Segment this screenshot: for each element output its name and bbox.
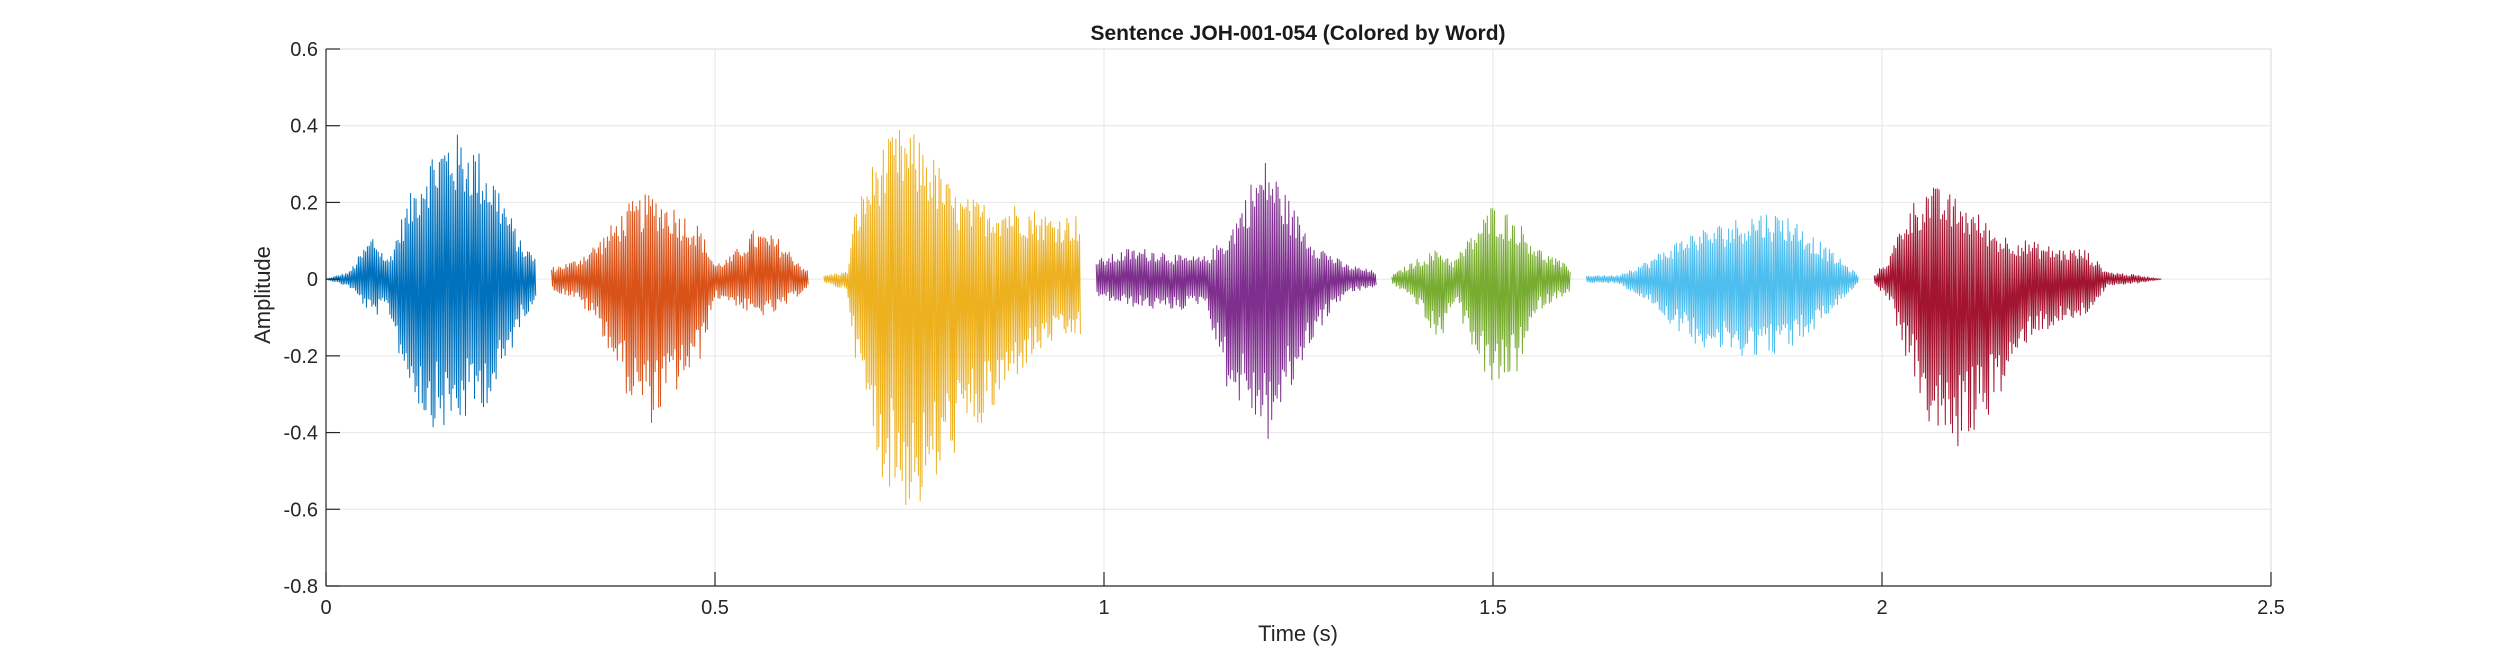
chart-title: Sentence JOH-001-054 (Colored by Word) (1090, 22, 1505, 45)
y-axis-label: Amplitude (250, 246, 275, 344)
tick-labels: 0 0.5 1 1.5 2 2.5 -0.8 -0.6 -0.4 -0.2 0 0.2 0.4 0.6 (284, 39, 2285, 619)
x-axis-label: Time (s) (1258, 621, 1338, 646)
y-tick-label: 0.2 (290, 192, 318, 214)
waveform-word-4 (1095, 162, 1377, 439)
x-tick-label: 1.5 (1479, 597, 1507, 619)
waveform-word-7 (1873, 187, 2162, 447)
axes (325, 48, 2272, 587)
waveform-series (325, 129, 2162, 506)
waveform-word-1 (325, 134, 537, 428)
x-tick-label: 0.5 (701, 597, 729, 619)
y-tick-label: -0.4 (284, 423, 318, 445)
x-tick-label: 2 (1876, 597, 1887, 619)
x-tick-label: 1 (1098, 597, 1109, 619)
waveform-word-2 (551, 194, 809, 423)
y-tick-label: -0.8 (284, 576, 318, 598)
waveform-word-3 (823, 129, 1081, 506)
y-tick-label: -0.2 (284, 346, 318, 368)
waveform-word-5 (1391, 208, 1571, 381)
y-tick-label: 0.6 (290, 39, 318, 61)
waveform-word-6 (1585, 214, 1859, 356)
y-tick-label: 0.4 (290, 116, 318, 138)
x-tick-label: 2.5 (2257, 597, 2285, 619)
y-tick-label: -0.6 (284, 499, 318, 521)
y-tick-label: 0 (307, 269, 318, 291)
x-tick-label: 0 (320, 597, 331, 619)
